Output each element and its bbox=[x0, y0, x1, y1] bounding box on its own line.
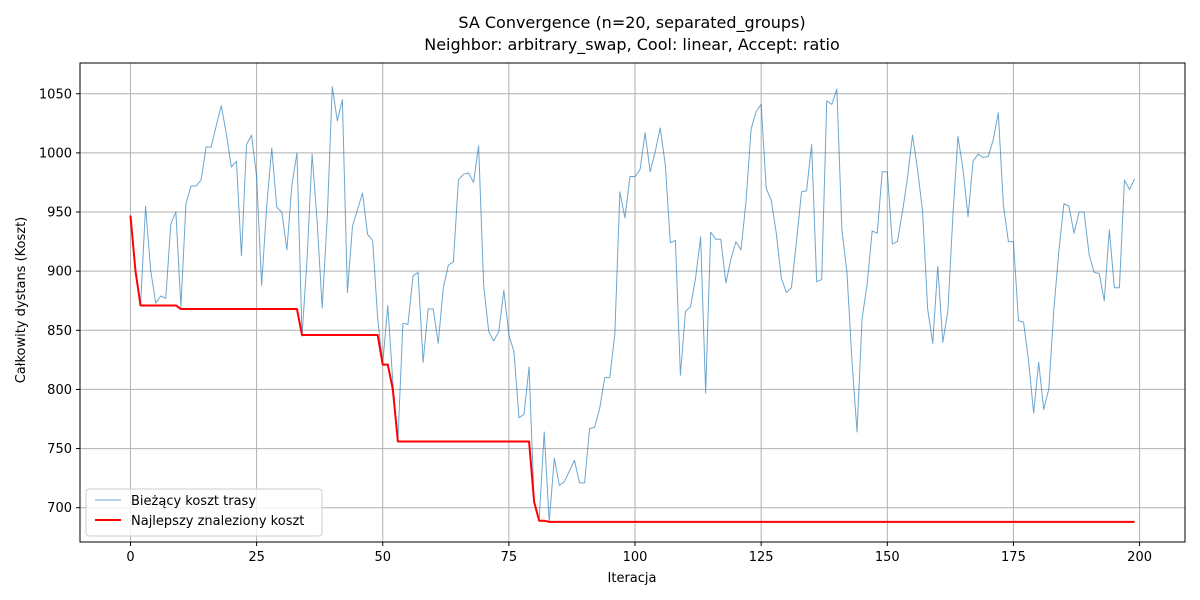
y-tick-label: 1050 bbox=[39, 87, 72, 102]
x-tick-label: 175 bbox=[1001, 550, 1026, 565]
x-axis-label: Iteracja bbox=[608, 571, 657, 586]
y-tick-label: 850 bbox=[47, 324, 72, 339]
x-tick-label: 100 bbox=[623, 550, 648, 565]
y-tick-label: 750 bbox=[47, 442, 72, 457]
legend: Bieżący koszt trasy Najlepszy znaleziony… bbox=[85, 488, 323, 537]
x-axis: 0 25 50 75 100 125 150 175 200 bbox=[126, 542, 1152, 565]
legend-label-current: Bieżący koszt trasy bbox=[131, 494, 256, 509]
grid bbox=[80, 63, 1185, 542]
y-tick-label: 1000 bbox=[39, 146, 72, 161]
series-layer bbox=[129, 86, 1135, 523]
legend-box bbox=[85, 488, 323, 537]
y-tick-label: 900 bbox=[47, 265, 72, 280]
current-cost-line bbox=[129, 86, 1135, 523]
y-axis-label: Całkowity dystans (Koszt) bbox=[14, 217, 29, 384]
y-axis: 700 750 800 850 900 950 1000 1050 bbox=[39, 87, 80, 516]
y-tick-label: 950 bbox=[47, 206, 72, 221]
x-tick-label: 50 bbox=[374, 550, 391, 565]
x-tick-label: 0 bbox=[126, 550, 134, 565]
y-tick-label: 700 bbox=[47, 501, 72, 516]
x-tick-label: 75 bbox=[501, 550, 518, 565]
best-cost-line bbox=[129, 215, 1135, 523]
legend-label-best: Najlepszy znaleziony koszt bbox=[131, 514, 304, 529]
plot-frame bbox=[79, 62, 1186, 543]
x-tick-label: 25 bbox=[248, 550, 265, 565]
chart-title: SA Convergence (n=20, separated_groups) bbox=[458, 13, 805, 33]
x-tick-label: 150 bbox=[875, 550, 900, 565]
x-tick-label: 125 bbox=[749, 550, 774, 565]
x-tick-label: 200 bbox=[1127, 550, 1152, 565]
chart-subtitle: Neighbor: arbitrary_swap, Cool: linear, … bbox=[424, 35, 840, 55]
y-tick-label: 800 bbox=[47, 383, 72, 398]
